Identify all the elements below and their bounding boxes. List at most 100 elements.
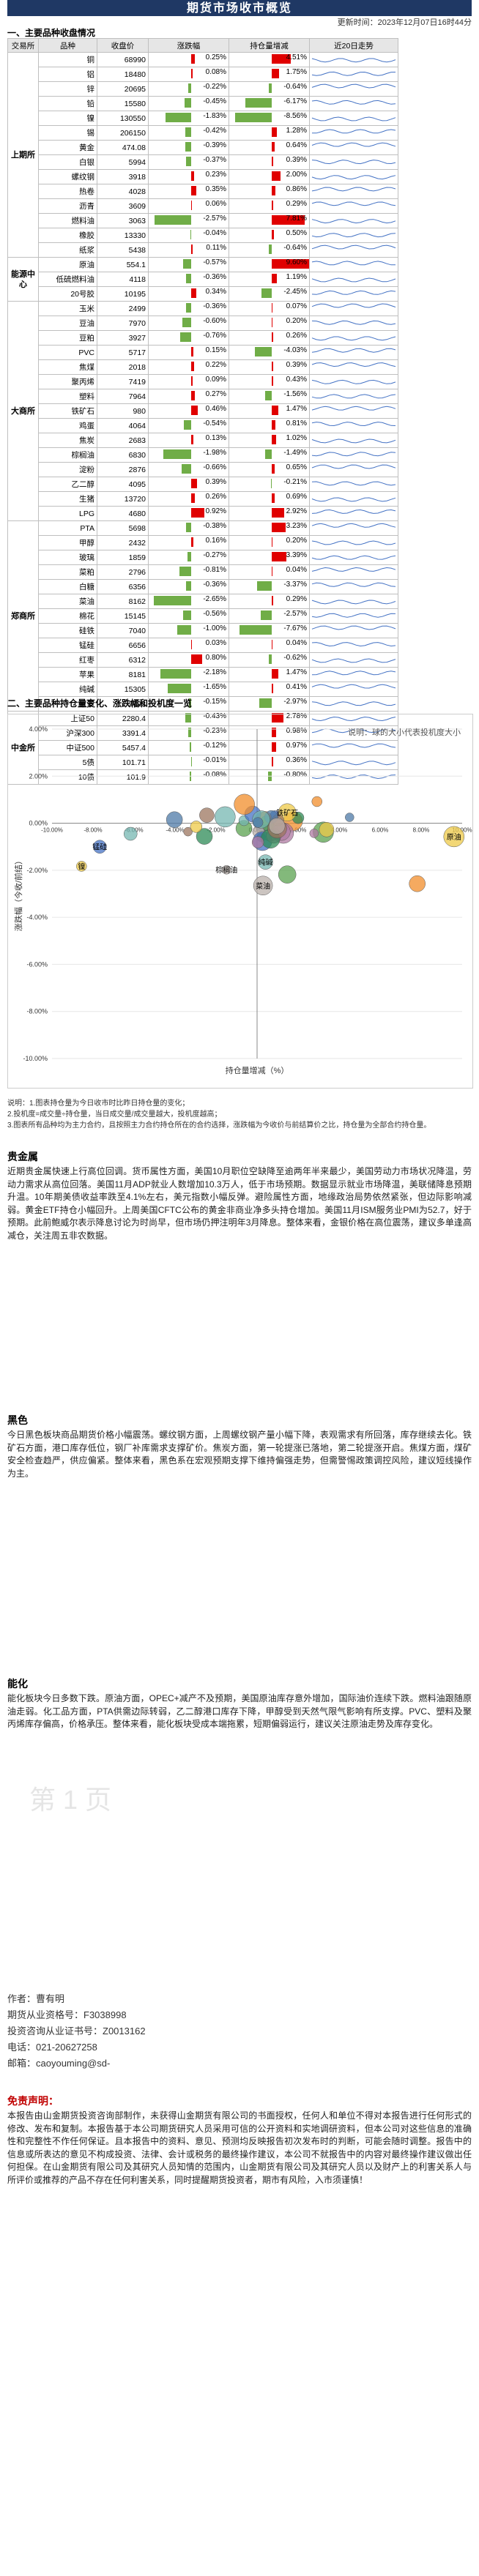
trend-sparkline [309, 286, 398, 302]
product-cell: 中证500 [38, 740, 97, 755]
bubble [409, 875, 426, 892]
pos-bar [191, 435, 193, 444]
price-cell: 4028 [97, 184, 149, 199]
bubble [199, 807, 215, 823]
table-row: 10债 101.9 -0.08% -0.80% [8, 769, 398, 785]
change-cell: -1.00% [148, 623, 229, 638]
price-cell: 15580 [97, 96, 149, 111]
exchange-cell: 郑商所 [7, 520, 39, 712]
change-value: 0.22% [205, 361, 226, 369]
neg-bar [189, 698, 191, 708]
oi-cell: -0.64% [229, 81, 310, 97]
oi-cell: -4.03% [229, 345, 310, 360]
oi-cell: 0.26% [229, 330, 310, 346]
bubble [166, 811, 183, 828]
table-row: 大商所 玉米 2499 -0.36% 0.07% [7, 301, 398, 521]
change-value: 0.03% [205, 639, 226, 647]
change-cell: 0.16% [148, 535, 229, 550]
table-row: 焦炭 2683 0.13% 1.02% [8, 433, 398, 448]
pos-bar [272, 420, 275, 430]
table-row: 5债 101.71 -0.01% 0.36% [8, 755, 398, 770]
pos-bar [272, 142, 275, 152]
oi-cell: 0.65% [229, 462, 310, 477]
table-row: 豆粕 3927 -0.76% 0.26% [8, 330, 398, 346]
table-row: 聚丙烯 7419 0.09% 0.43% [8, 374, 398, 389]
change-cell: 0.22% [148, 359, 229, 375]
product-cell: 锰硅 [38, 638, 97, 653]
bubble [253, 876, 273, 895]
trend-sparkline [309, 184, 398, 199]
price-cell: 130550 [97, 111, 149, 126]
oi-value: -8.56% [283, 112, 307, 120]
change-value: 0.13% [205, 434, 226, 442]
change-cell: 0.15% [148, 345, 229, 360]
change-value: 0.26% [205, 493, 226, 501]
change-cell: 0.46% [148, 403, 229, 419]
y-tick-label: 2.00% [29, 772, 48, 780]
table-row: LPG 4680 0.92% 2.92% [8, 506, 398, 521]
change-value: -2.65% [203, 595, 226, 603]
author-cert: 投资咨询从业证书号：Z0013162 [7, 2026, 146, 2036]
neg-bar [187, 552, 191, 561]
change-cell: -0.38% [148, 520, 229, 536]
oi-value: -4.03% [283, 346, 307, 354]
pos-bar [272, 259, 309, 269]
neg-bar [187, 728, 191, 737]
y-tick-label: -4.00% [26, 914, 48, 921]
article-text-metals: 近期贵金属快速上行高位回调。货币属性方面，美国10月职位空缺降至逾两年半来最少，… [7, 1166, 472, 1241]
product-cell: 菜粕 [38, 564, 97, 580]
change-value: -0.76% [203, 332, 226, 340]
price-cell: 7964 [97, 389, 149, 404]
neg-bar [235, 113, 272, 122]
bubble [251, 836, 264, 848]
oi-value: 0.98% [286, 727, 307, 735]
oi-cell: 3.23% [229, 520, 310, 536]
change-cell: 0.27% [148, 389, 229, 404]
pos-bar [272, 215, 305, 225]
oi-cell: 4.51% [229, 52, 310, 67]
trend-sparkline [309, 608, 398, 624]
pos-bar [272, 523, 286, 532]
author-name: 作者：曹有明 [7, 1993, 65, 2004]
oi-cell: 0.20% [229, 535, 310, 550]
oi-value: -7.67% [283, 624, 307, 632]
pos-bar [191, 640, 192, 649]
pos-bar [272, 493, 275, 503]
oi-cell: 0.81% [229, 418, 310, 433]
oi-value: 0.39% [286, 156, 307, 164]
neg-bar [163, 449, 191, 459]
trend-sparkline [309, 316, 398, 331]
oi-value: 1.75% [286, 68, 307, 76]
change-cell: -0.66% [148, 462, 229, 477]
y-axis-label: 涨跌幅（今收/前结） [13, 856, 23, 931]
author-phone: 电话：021-20627258 [7, 2042, 97, 2053]
pos-bar [272, 362, 274, 371]
trend-sparkline [309, 769, 398, 785]
bubble [76, 861, 87, 872]
change-cell: 0.25% [148, 52, 229, 67]
table-row: 塑料 7964 0.27% -1.56% [8, 389, 398, 404]
table-row: 红枣 6312 0.80% -0.62% [8, 652, 398, 668]
pos-bar [272, 69, 280, 78]
pos-bar [191, 171, 195, 181]
pos-bar [191, 654, 203, 664]
oi-cell: 0.86% [229, 184, 310, 199]
change-value: 0.27% [205, 390, 226, 398]
oi-cell: 1.47% [229, 667, 310, 682]
table-row: 白银 5994 -0.37% 0.39% [8, 154, 398, 170]
oi-value: 4.51% [286, 53, 307, 61]
pos-bar [191, 362, 195, 371]
oi-value: -3.37% [283, 580, 307, 589]
product-cell: 沥青 [38, 198, 97, 214]
product-cell: 焦煤 [38, 359, 97, 375]
change-value: -0.45% [203, 97, 226, 105]
scatter-chart: 4.00% 2.00% 0.00% -2.00% -4.00% -6.00% -8.00% -… [13, 725, 472, 1075]
neg-bar [182, 318, 191, 327]
oi-cell: 0.04% [229, 638, 310, 653]
pos-bar [272, 713, 284, 723]
oi-value: -0.62% [283, 654, 307, 662]
pos-bar [191, 54, 195, 64]
oi-value: 0.26% [286, 332, 307, 340]
neg-bar [254, 347, 272, 356]
trend-sparkline [309, 242, 398, 258]
